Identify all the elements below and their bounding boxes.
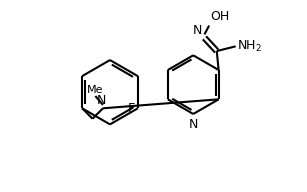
Text: Me: Me xyxy=(87,85,104,95)
Text: N: N xyxy=(193,24,203,37)
Text: N: N xyxy=(188,118,198,131)
Text: OH: OH xyxy=(210,10,229,23)
Text: F: F xyxy=(127,102,134,115)
Text: N: N xyxy=(96,94,106,107)
Text: NH$_2$: NH$_2$ xyxy=(237,39,262,54)
